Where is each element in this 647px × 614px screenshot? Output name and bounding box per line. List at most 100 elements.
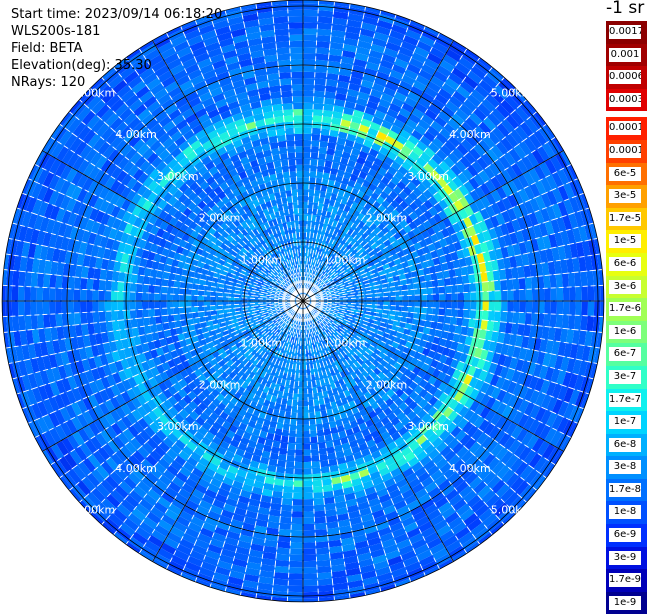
heatmap-cell [482, 291, 489, 301]
heatmap-cell [49, 314, 56, 328]
heatmap-cell [298, 400, 304, 406]
heatmap-cell [319, 448, 328, 455]
heatmap-cell [229, 301, 235, 305]
heatmap-cell [31, 273, 38, 288]
heatmap-cell [303, 412, 309, 418]
heatmap-cell [111, 291, 117, 301]
heatmap-cell [273, 485, 284, 492]
heatmap-cell [167, 294, 173, 301]
heatmap-cell [506, 279, 513, 290]
heatmap-cell [525, 313, 532, 325]
heatmap-cell [130, 292, 137, 301]
heatmap-cell [192, 307, 199, 313]
heatmap-cell [487, 320, 494, 331]
heatmap-cell [192, 289, 199, 295]
heatmap-cell [464, 292, 471, 301]
heatmap-cell [314, 511, 326, 518]
heatmap-cell [319, 141, 328, 148]
heatmap-cell [303, 542, 316, 549]
heatmap-cell [303, 10, 318, 17]
heatmap-cell [303, 159, 311, 165]
heatmap-cell [569, 287, 576, 301]
heatmap-cell [37, 273, 44, 287]
heatmap-cell [310, 437, 318, 444]
heatmap-cell [489, 291, 495, 301]
heatmap-cell [289, 555, 303, 562]
heatmap-cell [303, 425, 310, 431]
heatmap-cell [526, 289, 533, 301]
heatmap-cell [408, 301, 414, 307]
heatmap-cell [105, 291, 111, 301]
heatmap-cell [309, 190, 315, 197]
heatmap-cell [574, 272, 581, 287]
heatmap-cell [80, 289, 87, 301]
heatmap-cell [99, 311, 106, 322]
heatmap-cell [303, 480, 313, 487]
heatmap-cell [198, 301, 204, 307]
heatmap-cell [445, 309, 452, 317]
heatmap-cell [464, 301, 471, 310]
heatmap-cell [204, 286, 211, 292]
heatmap-cell [513, 301, 520, 312]
heatmap-cell [316, 41, 330, 48]
heatmap-cell [318, 584, 334, 591]
heatmap-cell [462, 318, 469, 327]
heatmap-cell [320, 460, 329, 467]
heatmap-cell [303, 406, 309, 412]
heatmap-cell [310, 424, 317, 431]
heatmap-cell [291, 530, 303, 537]
heatmap-cell [49, 275, 56, 289]
heatmap-cell [55, 288, 62, 301]
heatmap-cell [470, 301, 477, 310]
heatmap-cell [292, 505, 303, 511]
heatmap-cell [317, 23, 332, 30]
heatmap-cell [277, 460, 286, 467]
heatmap-cell [513, 290, 520, 301]
heatmap-cell [80, 301, 87, 313]
heatmap-cell [317, 566, 332, 573]
heatmap-cell [469, 310, 476, 319]
heatmap-cell [155, 316, 162, 324]
heatmap-cell [314, 85, 326, 92]
heatmap-cell [313, 202, 319, 209]
heatmap-cell [371, 297, 377, 301]
heatmap-cell [316, 541, 329, 548]
heatmap-cell [93, 312, 100, 323]
heatmap-cell [303, 22, 318, 29]
heatmap-cell [179, 295, 185, 302]
heatmap-cell [563, 301, 570, 315]
heatmap-cell [111, 311, 118, 321]
heatmap-cell [173, 287, 180, 294]
heatmap-cell [311, 443, 319, 450]
heatmap-cell [273, 584, 289, 591]
heatmap-cell [402, 296, 408, 302]
heatmap-cell [18, 301, 25, 316]
heatmap-cell [317, 560, 331, 567]
heatmap-cell [303, 487, 313, 493]
heatmap-cell [136, 292, 143, 301]
heatmap-cell [105, 311, 112, 322]
heatmap-cell [303, 53, 316, 60]
heatmap-cell [143, 276, 150, 285]
heatmap-cell [30, 287, 37, 301]
heatmap-cell [291, 518, 303, 525]
heatmap-cell [290, 549, 303, 556]
heatmap-cell [531, 276, 538, 289]
heatmap-cell [513, 278, 520, 290]
heatmap-cell [311, 134, 320, 141]
heatmap-cell [314, 91, 325, 98]
heatmap-cell [408, 295, 414, 301]
heatmap-cell [520, 301, 527, 313]
heatmap-cell [563, 287, 570, 301]
heatmap-cell [80, 312, 87, 324]
heatmap-cell [468, 274, 475, 284]
heatmap-cell [99, 301, 105, 312]
heatmap-cell [303, 66, 315, 73]
heatmap-cell [303, 505, 314, 511]
heatmap-cell [303, 183, 309, 189]
heatmap-cell [469, 283, 476, 292]
heatmap-cell [482, 310, 489, 320]
heatmap-cell [25, 315, 32, 330]
heatmap-cell [513, 312, 520, 324]
heatmap-cell [68, 289, 75, 301]
